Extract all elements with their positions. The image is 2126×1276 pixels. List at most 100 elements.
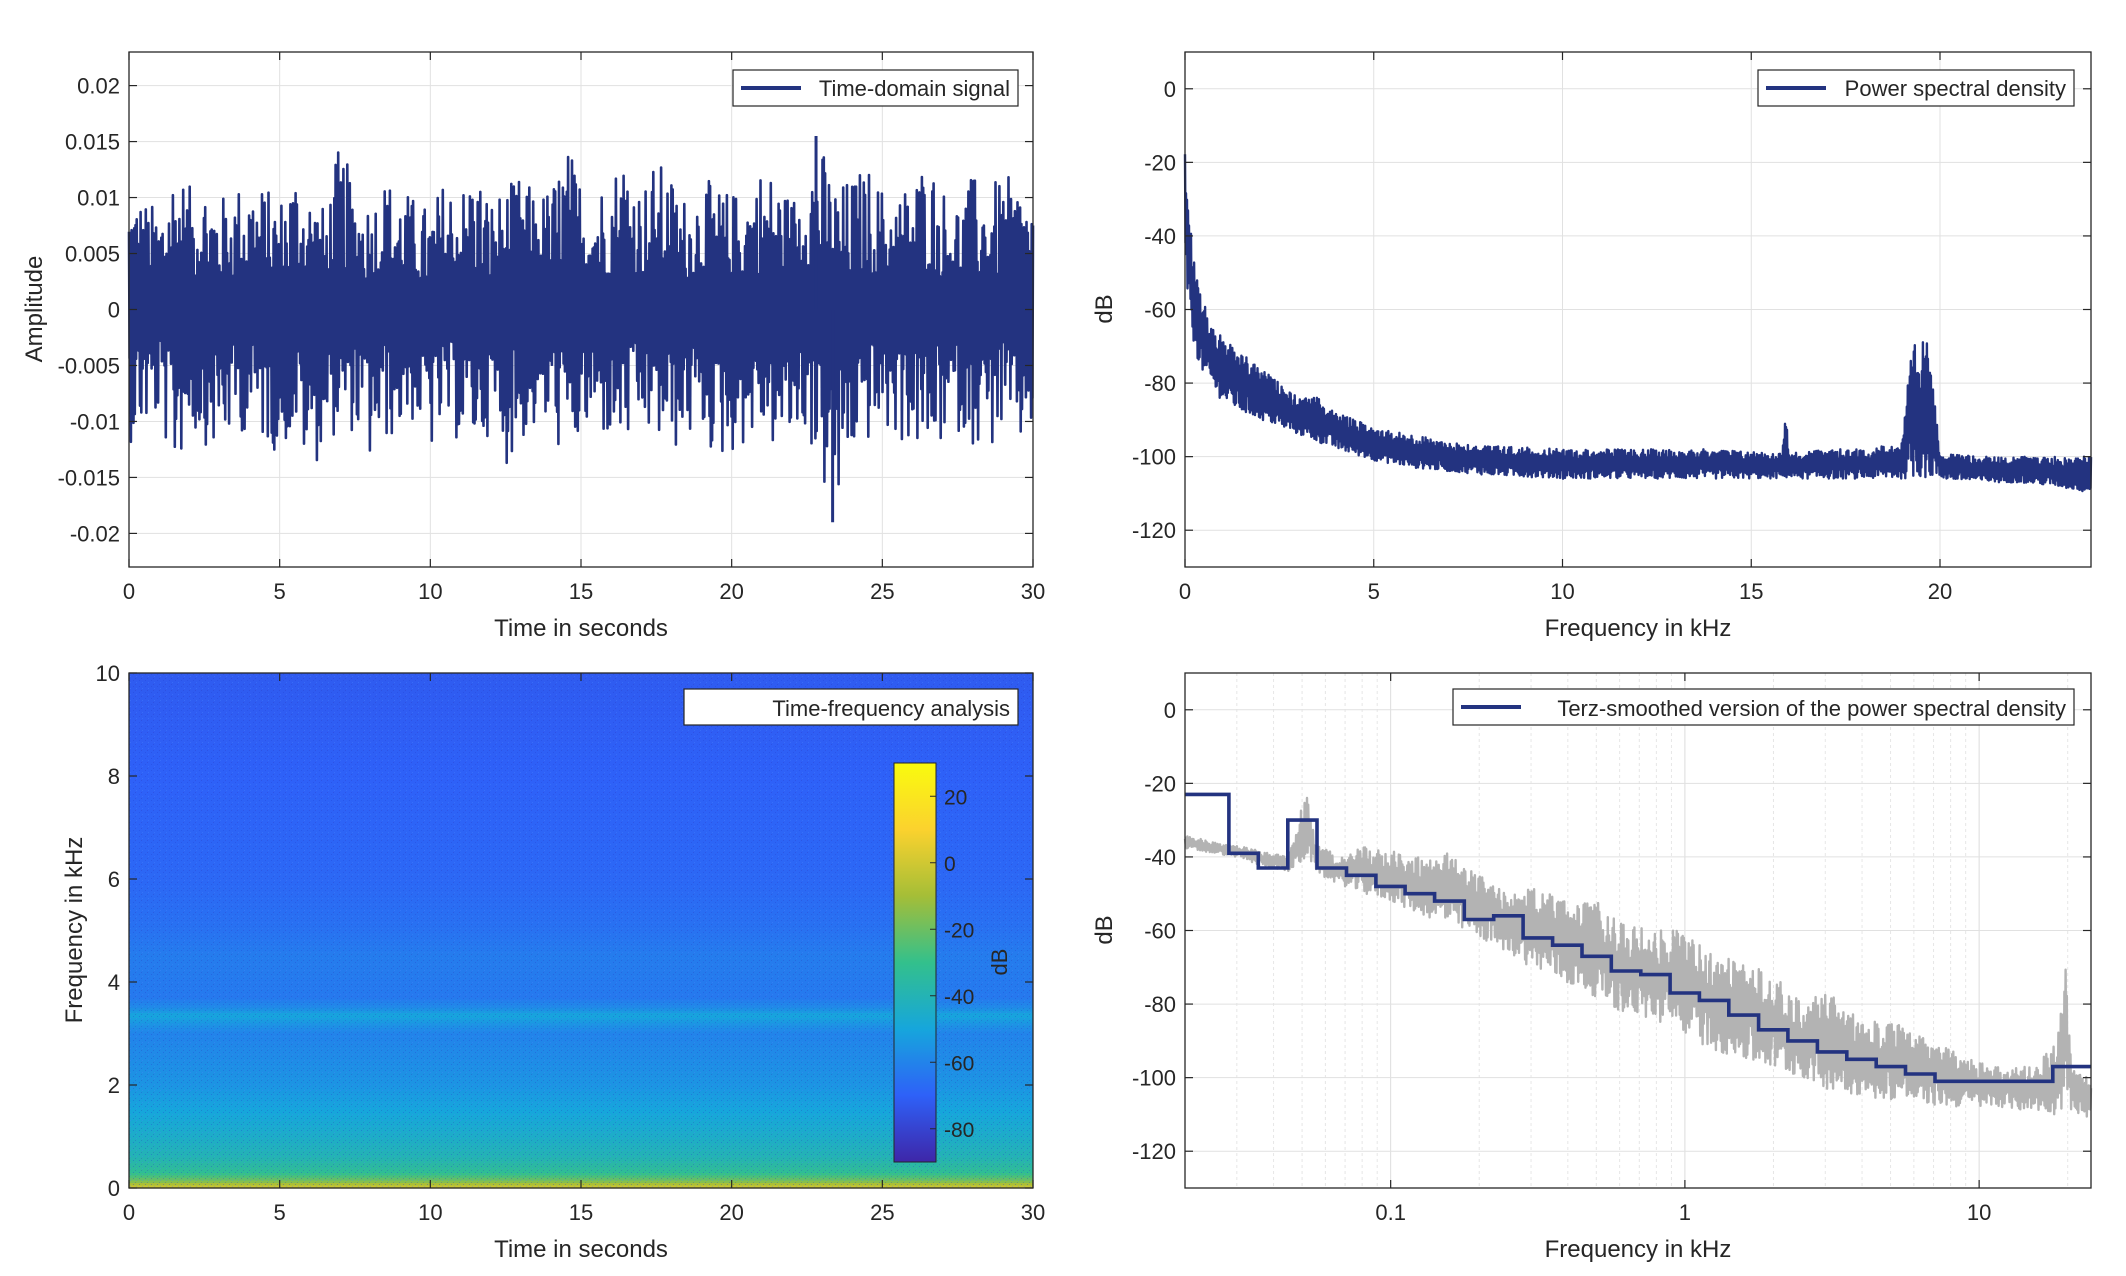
y-tick-label: 0.015 bbox=[65, 130, 120, 155]
y-tick-label: 0.005 bbox=[65, 242, 120, 267]
x-tick-labels: 0 5 10 15 20 25 30 bbox=[123, 52, 1045, 604]
y-axis-label: Frequency in kHz bbox=[61, 837, 88, 1024]
y-axis-label: Amplitude bbox=[21, 256, 48, 363]
colorbar-tick-labels: 20 0 -20 -40 -60 -80 bbox=[930, 786, 974, 1142]
legend[interactable]: Time-domain signal bbox=[732, 69, 1019, 107]
y-tick-labels: 0.02 0.015 0.01 0.005 0 -0.005 -0.01 -0.015 -0.0… bbox=[58, 74, 1033, 546]
y-tick-label: 0.02 bbox=[77, 74, 120, 99]
y-tick-labels: 0 -20 -40 -60 -80 -100 -120 bbox=[1132, 698, 2091, 1164]
x-tick-label: 30 bbox=[1021, 1200, 1045, 1225]
x-tick-label: 0.1 bbox=[1375, 1200, 1406, 1225]
x-tick-label: 1 bbox=[1679, 1200, 1691, 1225]
y-tick-label: -80 bbox=[1144, 371, 1176, 396]
x-axis-label: Frequency in kHz bbox=[1545, 1236, 1732, 1263]
x-tick-label: 25 bbox=[870, 579, 894, 604]
y-tick-label: 0 bbox=[1164, 698, 1176, 723]
y-tick-label: -0.01 bbox=[70, 409, 120, 434]
grid-lines bbox=[1184, 673, 2091, 1188]
y-tick-label: 6 bbox=[108, 867, 120, 892]
y-tick-label: -0.005 bbox=[58, 353, 120, 378]
colorbar-tick-label: 0 bbox=[944, 853, 956, 876]
y-tick-label: 0 bbox=[1164, 77, 1176, 102]
x-tick-label: 25 bbox=[870, 1200, 894, 1225]
legend-box bbox=[732, 69, 1019, 107]
x-tick-label: 10 bbox=[418, 579, 442, 604]
y-tick-label: -60 bbox=[1144, 298, 1176, 323]
terz-traces bbox=[1183, 792, 2093, 1118]
x-tick-label: 20 bbox=[719, 1200, 743, 1225]
y-tick-labels: 0 -20 -40 -60 -80 -100 -120 bbox=[1132, 77, 2091, 543]
y-axis-label: dB bbox=[1091, 294, 1118, 323]
x-tick-label: 15 bbox=[1739, 579, 1763, 604]
x-axis-label: Time in seconds bbox=[494, 1236, 668, 1263]
x-tick-labels: 0.1 1 10 bbox=[1375, 673, 1991, 1225]
terz-panel: 0.1 1 10 0 -20 -40 -60 -80 -100 -120 Frequency i… bbox=[1091, 672, 2093, 1263]
y-tick-label: -20 bbox=[1144, 150, 1176, 175]
y-tick-label: -60 bbox=[1144, 919, 1176, 944]
x-tick-label: 0 bbox=[1179, 579, 1191, 604]
y-axis-label: dB bbox=[1091, 915, 1118, 944]
legend-label: Time-domain signal bbox=[819, 76, 1010, 101]
y-tick-label: -80 bbox=[1144, 992, 1176, 1017]
legend-label: Terz-smoothed version of the power spect… bbox=[1557, 696, 2066, 721]
y-tick-label: -0.02 bbox=[70, 521, 120, 546]
colorbar-tick-label: -20 bbox=[944, 919, 974, 942]
y-tick-label: 2 bbox=[108, 1073, 120, 1098]
y-tick-label: 0 bbox=[108, 1176, 120, 1201]
x-tick-label: 10 bbox=[1550, 579, 1574, 604]
legend-label: Power spectral density bbox=[1845, 76, 2066, 101]
x-tick-labels: 0 5 10 15 20 25 30 bbox=[123, 673, 1045, 1225]
raw-psd-line bbox=[1183, 796, 2093, 1118]
x-tick-label: 0 bbox=[123, 1200, 135, 1225]
x-tick-label: 0 bbox=[123, 579, 135, 604]
legend[interactable]: Terz-smoothed version of the power spect… bbox=[1452, 688, 2075, 726]
colorbar-label: dB bbox=[987, 949, 1012, 976]
legend-box bbox=[683, 688, 1019, 726]
colorbar-tick-label: -60 bbox=[944, 1052, 974, 1075]
x-tick-label: 20 bbox=[719, 579, 743, 604]
x-tick-label: 15 bbox=[569, 579, 593, 604]
x-tick-label: 10 bbox=[418, 1200, 442, 1225]
x-tick-label: 15 bbox=[569, 1200, 593, 1225]
y-tick-label: -40 bbox=[1144, 845, 1176, 870]
x-tick-label: 5 bbox=[274, 1200, 286, 1225]
colorbar-tick-label: -80 bbox=[944, 1119, 974, 1142]
y-tick-label: -0.015 bbox=[58, 465, 120, 490]
series-line bbox=[127, 151, 1035, 486]
x-tick-label: 20 bbox=[1928, 579, 1952, 604]
colorbar: 20 0 -20 -40 -60 -80 dB bbox=[893, 762, 1012, 1163]
x-axis-label: Frequency in kHz bbox=[1545, 615, 1732, 642]
legend-box bbox=[1452, 688, 2075, 726]
colorbar-tick-label: 20 bbox=[944, 786, 967, 809]
y-tick-label: 0.01 bbox=[77, 186, 120, 211]
legend-box bbox=[1757, 69, 2075, 107]
y-tick-label: -100 bbox=[1132, 445, 1176, 470]
x-tick-label: 30 bbox=[1021, 579, 1045, 604]
x-tick-label: 5 bbox=[1368, 579, 1380, 604]
psd-panel: 0 5 10 15 20 0 -20 -40 -60 -80 -100 -120 Frequency… bbox=[1091, 51, 2093, 642]
series-line bbox=[1183, 154, 2093, 493]
y-tick-label: -120 bbox=[1132, 1139, 1176, 1164]
legend[interactable]: Power spectral density bbox=[1757, 69, 2075, 107]
colorbar-strip bbox=[893, 762, 937, 1163]
y-tick-label: -120 bbox=[1132, 518, 1176, 543]
y-tick-label: 0 bbox=[108, 298, 120, 323]
time-domain-panel: 0 5 10 15 20 25 30 0.02 0.015 0.01 0.005 0 -0.005 -0… bbox=[21, 51, 1045, 642]
psd-trace bbox=[1183, 154, 2093, 493]
x-tick-label: 5 bbox=[274, 579, 286, 604]
y-tick-label: 8 bbox=[108, 764, 120, 789]
legend-label: Time-frequency analysis bbox=[772, 696, 1010, 721]
y-tick-label: 4 bbox=[108, 970, 120, 995]
spectrogram-texture bbox=[129, 673, 1033, 1188]
x-axis-label: Time in seconds bbox=[494, 615, 668, 642]
colorbar-tick-label: -40 bbox=[944, 986, 974, 1009]
y-tick-label: -100 bbox=[1132, 1066, 1176, 1091]
legend[interactable]: Time-frequency analysis bbox=[683, 688, 1019, 726]
signal-trace bbox=[127, 135, 1035, 523]
y-tick-label: 10 bbox=[96, 661, 120, 686]
x-tick-labels: 0 5 10 15 20 bbox=[1179, 52, 1952, 604]
y-tick-label: -40 bbox=[1144, 224, 1176, 249]
